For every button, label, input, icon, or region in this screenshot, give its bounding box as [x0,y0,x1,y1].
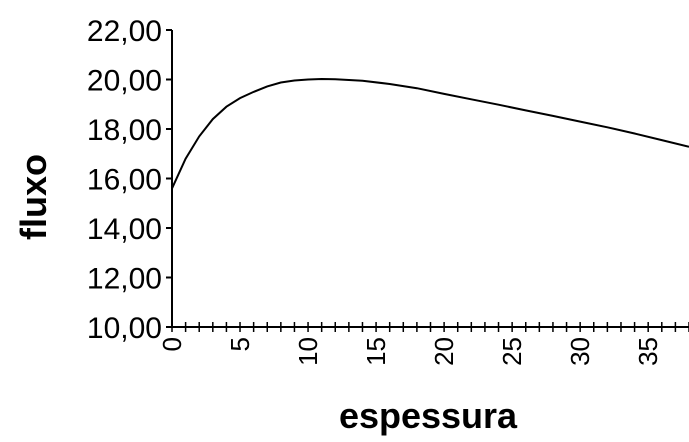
series-line [171,77,689,189]
x-tick-label: 25 [497,337,527,366]
x-tick-label: 0 [157,337,187,351]
x-tick-label: 35 [633,337,663,366]
x-axis-ticks: 0 5 10 15 20 25 30 35 [157,322,689,366]
x-tick-label: 15 [361,337,391,366]
y-tick-label: 12,00 [87,263,162,296]
y-tick-label: 14,00 [87,213,162,246]
x-axis-title: espessura [339,395,518,436]
x-tick-label: 5 [225,337,255,351]
x-tick-label: 20 [429,337,459,366]
y-axis-title: fluxo [13,154,54,240]
y-tick-label: 10,00 [87,312,162,345]
x-tick-label: 30 [565,337,595,366]
y-axis-ticks: 10,00 12,00 14,00 16,00 18,00 20,00 22,00 [87,15,172,345]
y-tick-label: 20,00 [87,65,162,98]
y-tick-label: 18,00 [87,114,162,147]
x-tick-label: 10 [293,337,323,366]
y-tick-label: 22,00 [87,15,162,48]
y-tick-label: 16,00 [87,164,162,197]
